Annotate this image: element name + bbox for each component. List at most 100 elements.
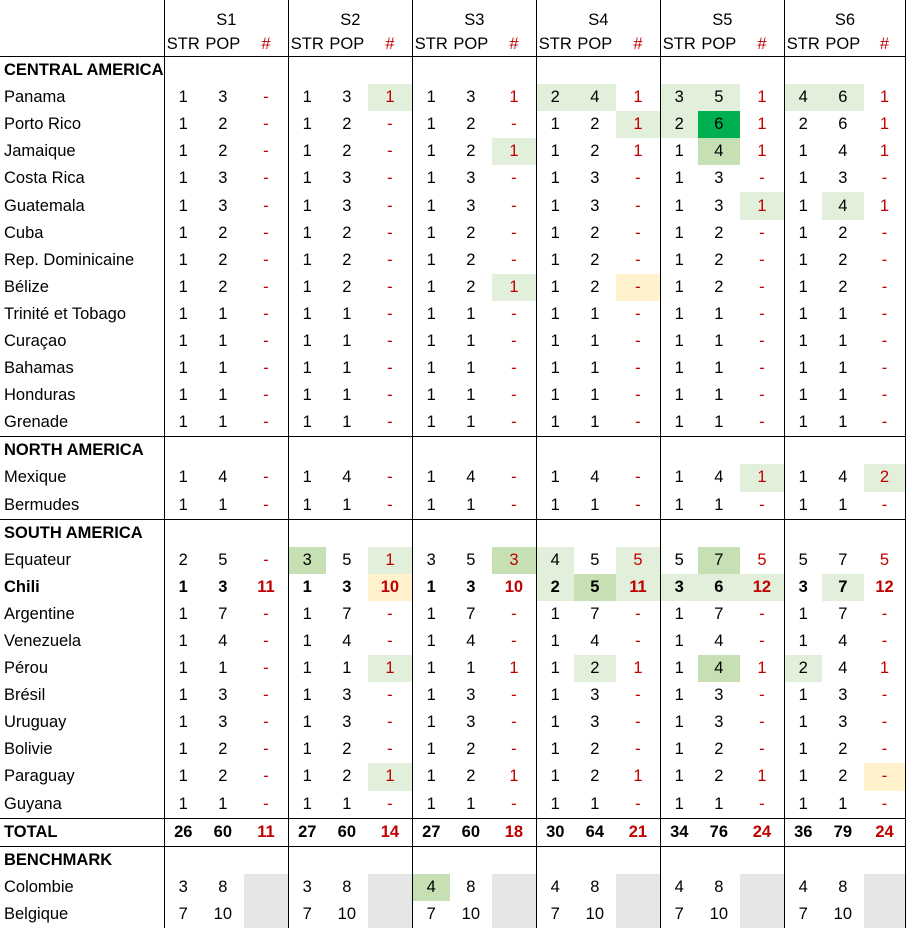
pop-value: 2: [838, 250, 848, 269]
str-header: STR: [784, 32, 822, 57]
str-value: 1: [550, 386, 560, 405]
count-value: -: [368, 736, 413, 764]
str-value: 4: [550, 877, 560, 896]
pop-value: 2: [342, 115, 352, 134]
pop-value: 3: [466, 88, 476, 107]
count-value: -: [244, 736, 289, 764]
table-row: Honduras 1 1-1 1-1 1-1 1-1 1-1 1-: [0, 382, 906, 410]
pop-value: 2: [838, 740, 848, 759]
str-value: 1: [178, 196, 188, 215]
count-value: 1: [492, 84, 537, 112]
pop-value: 1: [218, 659, 228, 678]
count-value: -: [368, 111, 413, 139]
count-value: 11: [616, 573, 661, 601]
str-header: STR: [412, 32, 450, 57]
str-total: 36: [784, 818, 822, 847]
pop-value: 7: [714, 604, 724, 623]
str-value: 1: [798, 169, 808, 188]
count-value: 1: [368, 546, 413, 574]
country-name: Honduras: [0, 382, 165, 410]
str-value: 1: [412, 491, 450, 520]
count-value: -: [492, 192, 537, 220]
str-value: 1: [426, 304, 436, 323]
str-value: 1: [178, 331, 188, 350]
str-value: 1: [302, 604, 312, 623]
str-value: 4: [412, 873, 450, 901]
count-value: [616, 873, 661, 901]
pop-value: 3: [218, 169, 228, 188]
column-header-row: STR POP # STR POP # STR POP # STR POP # STR POP # STR PO…: [0, 32, 906, 57]
pop-value: 2: [342, 767, 352, 786]
count-value: -: [244, 355, 289, 383]
pop-value: 3: [466, 169, 476, 188]
pop-value: 1: [466, 386, 476, 405]
pop-value: 1: [342, 359, 352, 378]
pop-value: 7: [838, 550, 848, 569]
count-value: 1: [616, 84, 661, 112]
count-value: -: [244, 273, 289, 301]
count-value: -: [492, 464, 537, 492]
pop-value: 2: [714, 740, 724, 759]
str-value: 1: [426, 277, 436, 296]
benchmark-title: BENCHMARK: [0, 846, 165, 874]
str-value: 1: [178, 713, 188, 732]
season-header: S6: [784, 0, 907, 32]
pop-value: 1: [590, 331, 600, 350]
str-value: 1: [426, 88, 436, 107]
count-value: -: [740, 409, 785, 438]
pop-total: 79: [821, 818, 864, 847]
count-value: -: [368, 246, 413, 274]
pop-value: 7: [218, 604, 228, 623]
pop-value: 7: [821, 573, 864, 601]
count-value: -: [492, 600, 537, 628]
country-name: Brésil: [0, 682, 165, 710]
pop-header: POP: [201, 32, 244, 57]
country-name: Curaçao: [0, 327, 165, 356]
pop-value: 10: [833, 904, 852, 923]
pop-value: 1: [590, 359, 600, 378]
pop-value: 2: [466, 142, 476, 161]
count-value: -: [740, 219, 785, 247]
pop-value: 2: [714, 277, 724, 296]
str-value: 1: [798, 686, 808, 705]
pop-value: 1: [573, 491, 616, 520]
pop-value: 7: [590, 604, 600, 623]
str-value: 1: [674, 250, 684, 269]
pop-value: 2: [466, 250, 476, 269]
count-value: [244, 900, 289, 928]
pop-value: 4: [838, 142, 848, 161]
str-value: 1: [550, 632, 560, 651]
pop-value: 7: [838, 604, 848, 623]
count-value: -: [740, 273, 785, 301]
str-value: 1: [426, 115, 436, 134]
pop-header: POP: [449, 32, 492, 57]
str-value: 1: [550, 331, 560, 350]
count-value: -: [864, 709, 906, 737]
count-value: -: [616, 409, 661, 438]
str-value: 1: [164, 790, 202, 819]
count-value: -: [864, 355, 906, 383]
count-value: -: [244, 464, 289, 492]
count-header: #: [368, 32, 413, 57]
pop-value: 1: [201, 491, 244, 520]
count-value: -: [864, 491, 906, 520]
count-value: -: [244, 655, 289, 683]
str-value: 1: [798, 604, 808, 623]
count-value: 12: [864, 573, 906, 601]
count-header: #: [244, 32, 289, 57]
count-value: -: [740, 682, 785, 710]
pop-value: 3: [218, 713, 228, 732]
pop-value: 2: [342, 740, 352, 759]
str-value: 1: [178, 304, 188, 323]
pop-value: 1: [821, 491, 864, 520]
pop-value: 1: [466, 304, 476, 323]
pop-value: 6: [838, 115, 848, 134]
str-value: 1: [798, 196, 808, 215]
str-value: 1: [302, 169, 312, 188]
pop-value: 2: [590, 115, 600, 134]
str-value: 1: [674, 304, 684, 323]
count-value: -: [740, 491, 785, 520]
table-row: Curaçao 1 1-1 1-1 1-1 1-1 1-1 1-: [0, 327, 906, 356]
str-value: 4: [798, 877, 808, 896]
